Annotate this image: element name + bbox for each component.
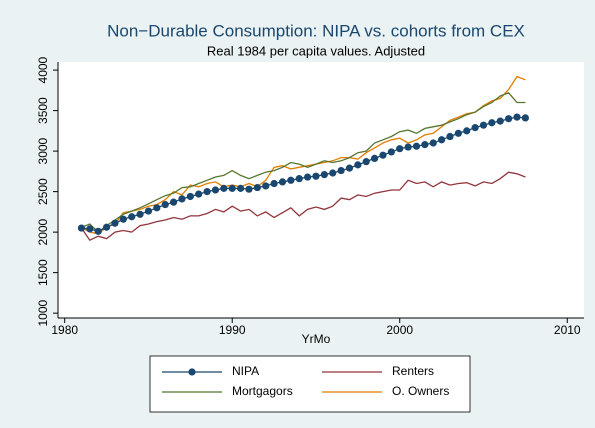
y-tick-label: 1500 bbox=[36, 259, 50, 286]
series-marker bbox=[446, 132, 454, 141]
series-marker bbox=[412, 142, 421, 150]
series-marker bbox=[496, 117, 504, 125]
legend-label: NIPA bbox=[232, 364, 259, 378]
x-axis-label: YrMo bbox=[302, 332, 331, 346]
series-marker bbox=[429, 139, 437, 147]
series-marker bbox=[463, 127, 471, 135]
series-marker bbox=[94, 227, 102, 235]
series-marker bbox=[312, 172, 320, 180]
series-marker bbox=[421, 141, 429, 149]
series-marker bbox=[77, 224, 86, 232]
series-marker bbox=[362, 158, 370, 166]
series-marker bbox=[203, 188, 211, 196]
series-marker bbox=[228, 184, 236, 192]
series-marker bbox=[245, 185, 253, 193]
series-marker bbox=[186, 192, 194, 201]
series-marker bbox=[488, 119, 496, 127]
chart-subtitle: Real 1984 per capita values. Adjusted bbox=[207, 43, 425, 58]
series-marker bbox=[220, 184, 228, 192]
series-marker bbox=[262, 182, 270, 190]
series-marker bbox=[404, 143, 412, 151]
series-line bbox=[81, 92, 526, 233]
series-marker bbox=[295, 175, 303, 183]
series-marker bbox=[195, 190, 203, 198]
series-marker bbox=[111, 219, 119, 227]
series-marker bbox=[236, 184, 245, 192]
series-marker bbox=[513, 113, 521, 121]
series-marker bbox=[303, 173, 312, 181]
series-marker bbox=[161, 200, 169, 209]
series-marker bbox=[345, 164, 354, 172]
series-marker bbox=[153, 204, 161, 212]
series-marker bbox=[287, 176, 295, 184]
series-marker bbox=[211, 186, 220, 194]
chart-title: Non−Durable Consumption: NIPA vs. cohort… bbox=[107, 21, 525, 40]
series-marker bbox=[278, 178, 287, 186]
series-marker bbox=[136, 210, 144, 218]
series-marker bbox=[329, 169, 337, 177]
x-tick-label: 2010 bbox=[554, 323, 581, 337]
series-marker bbox=[169, 198, 178, 206]
legend-label: Mortgagors bbox=[232, 384, 293, 398]
series-marker bbox=[354, 161, 362, 169]
series-marker bbox=[119, 215, 127, 223]
series-marker bbox=[505, 115, 513, 123]
series-marker bbox=[371, 154, 379, 163]
legend-label: Renters bbox=[392, 364, 434, 378]
series-marker bbox=[479, 121, 488, 129]
y-tick-label: 3500 bbox=[36, 97, 50, 124]
series-marker bbox=[270, 179, 278, 188]
series-marker bbox=[438, 136, 446, 144]
series-marker bbox=[178, 195, 186, 203]
series-marker bbox=[396, 145, 404, 153]
series-marker bbox=[471, 124, 479, 132]
legend-label: O. Owners bbox=[392, 384, 449, 398]
series-marker bbox=[86, 225, 94, 233]
plot-area bbox=[58, 62, 584, 318]
y-tick-label: 1000 bbox=[36, 299, 50, 326]
legend-marker bbox=[188, 368, 196, 376]
series-marker bbox=[102, 223, 111, 231]
series-marker bbox=[144, 207, 153, 215]
x-tick-label: 1990 bbox=[219, 323, 246, 337]
series-marker bbox=[337, 166, 345, 175]
x-tick-label: 1980 bbox=[51, 323, 78, 337]
series-marker bbox=[454, 129, 462, 137]
series-marker bbox=[320, 171, 328, 179]
y-tick-label: 4000 bbox=[36, 56, 50, 83]
series-marker bbox=[128, 213, 136, 221]
series-marker bbox=[379, 151, 387, 159]
x-tick-label: 2000 bbox=[386, 323, 413, 337]
legend bbox=[149, 355, 471, 413]
series-marker bbox=[521, 114, 529, 122]
series-line bbox=[80, 171, 526, 242]
y-tick-label: 2000 bbox=[36, 218, 50, 245]
y-tick-label: 3000 bbox=[36, 137, 50, 164]
y-tick-label: 2500 bbox=[36, 178, 50, 205]
series-marker bbox=[253, 183, 261, 192]
series-marker bbox=[387, 148, 395, 156]
